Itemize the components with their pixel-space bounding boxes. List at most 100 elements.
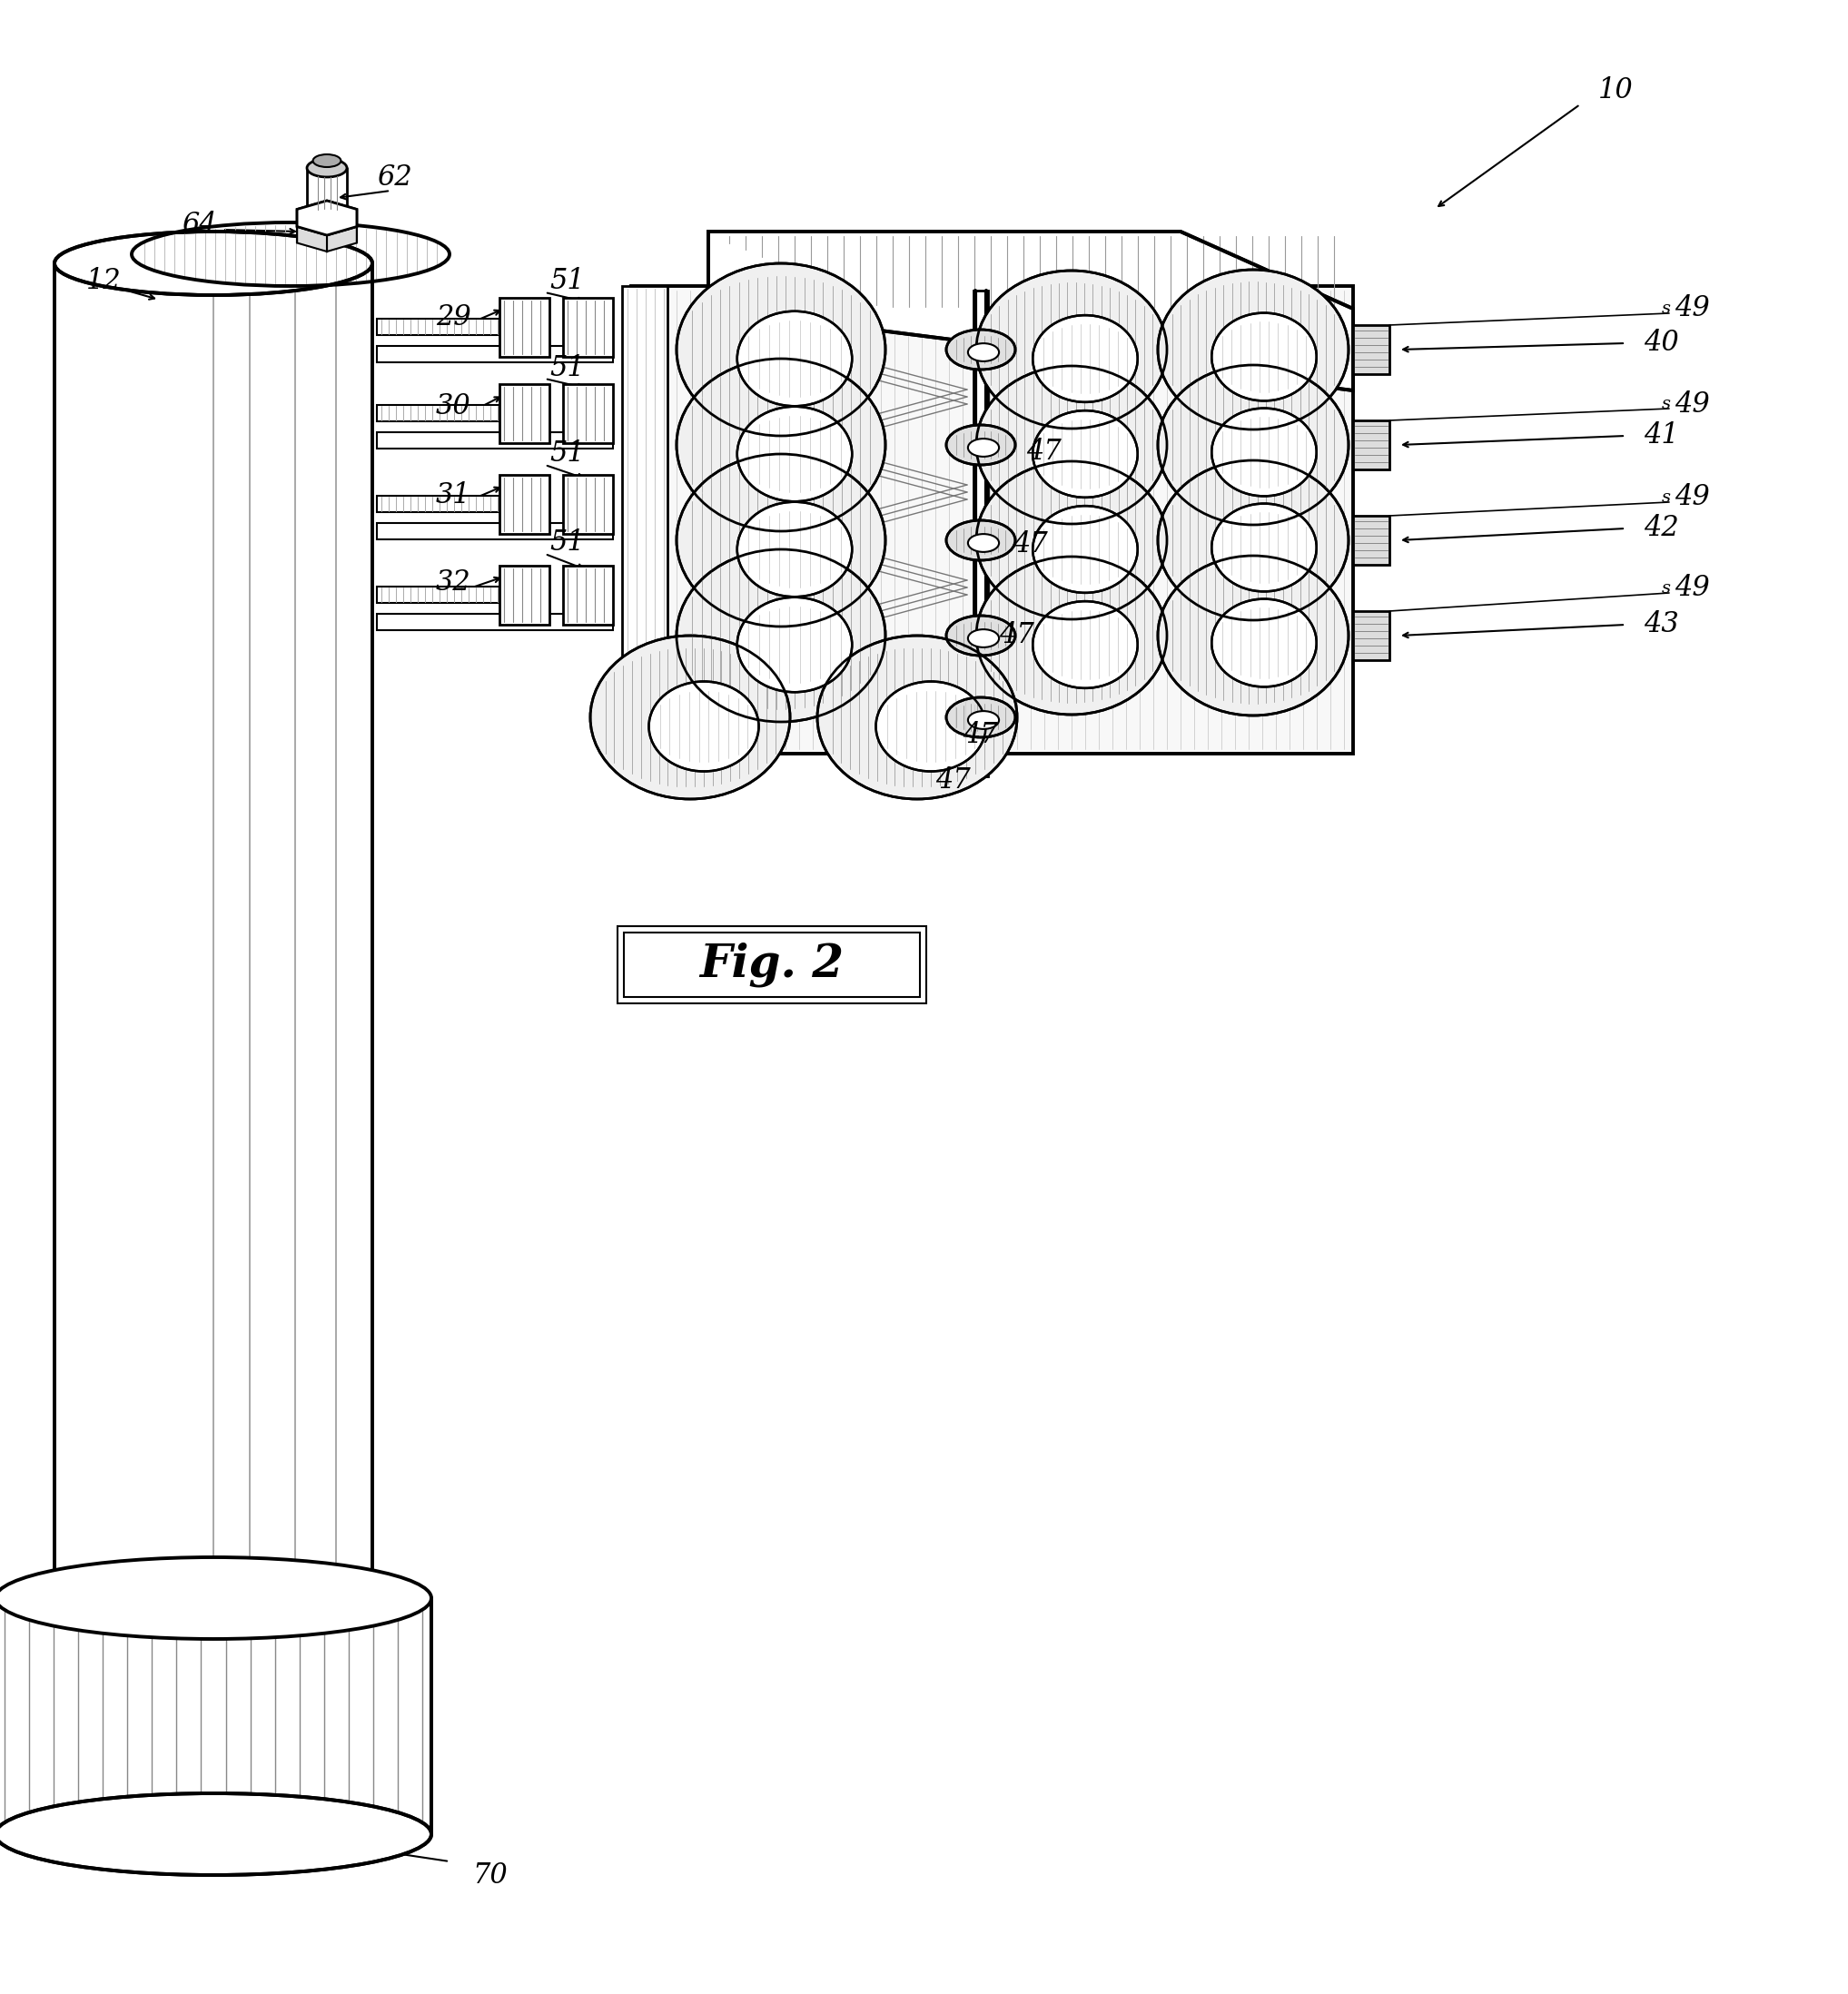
Polygon shape [377,345,614,363]
Ellipse shape [968,343,1000,361]
Text: 43: 43 [1643,610,1678,638]
Text: 31: 31 [436,481,471,508]
Ellipse shape [968,534,1000,552]
Polygon shape [377,586,499,602]
Polygon shape [377,405,499,421]
Text: 70: 70 [473,1860,508,1888]
Text: s: s [1661,301,1671,317]
Text: s: s [1661,580,1671,596]
Ellipse shape [968,712,1000,730]
Polygon shape [377,497,499,512]
Polygon shape [499,297,549,357]
Text: 41: 41 [1643,423,1678,451]
Polygon shape [632,285,1353,754]
Ellipse shape [1212,409,1316,497]
Text: 64: 64 [181,211,216,239]
Text: s: s [1661,489,1671,506]
Polygon shape [1353,610,1390,660]
Polygon shape [377,319,499,335]
Ellipse shape [1033,506,1138,592]
Ellipse shape [1033,315,1138,403]
Ellipse shape [1159,269,1349,429]
Ellipse shape [737,502,852,596]
Text: 32: 32 [436,568,471,596]
Ellipse shape [976,556,1166,714]
Text: 29: 29 [436,303,471,331]
Ellipse shape [946,425,1015,465]
Text: 49: 49 [1674,574,1709,602]
Ellipse shape [649,682,760,772]
Polygon shape [974,291,989,776]
Polygon shape [1353,325,1390,375]
Ellipse shape [676,263,885,437]
Polygon shape [499,475,549,534]
Ellipse shape [676,550,885,722]
Ellipse shape [54,1567,371,1629]
Ellipse shape [946,698,1015,738]
Polygon shape [499,385,549,443]
Ellipse shape [976,461,1166,620]
Ellipse shape [676,455,885,626]
Polygon shape [564,475,614,534]
Text: 12: 12 [87,267,122,295]
Polygon shape [708,231,1353,391]
Ellipse shape [590,636,791,800]
Text: 47: 47 [1000,622,1035,650]
Polygon shape [499,566,549,624]
Text: 30: 30 [436,393,471,421]
Ellipse shape [1159,365,1349,524]
Text: 42: 42 [1643,514,1678,542]
Ellipse shape [946,616,1015,656]
Polygon shape [298,227,327,251]
Text: 47: 47 [1026,437,1061,465]
Polygon shape [298,201,357,235]
Ellipse shape [1033,602,1138,688]
Text: 47: 47 [963,722,998,750]
Ellipse shape [976,367,1166,524]
Text: 51: 51 [549,267,584,295]
Ellipse shape [968,630,1000,648]
Ellipse shape [0,1793,431,1874]
Ellipse shape [976,271,1166,429]
Polygon shape [1353,421,1390,469]
Text: 51: 51 [549,528,584,556]
Text: 47: 47 [935,768,970,796]
Polygon shape [564,566,614,624]
Text: 62: 62 [377,164,412,191]
Polygon shape [1353,516,1390,564]
Ellipse shape [876,682,985,772]
Ellipse shape [737,598,852,692]
Ellipse shape [1212,313,1316,401]
Text: 51: 51 [549,441,584,469]
Text: 51: 51 [549,353,584,381]
Polygon shape [377,614,614,630]
Ellipse shape [968,439,1000,457]
Ellipse shape [946,520,1015,560]
Polygon shape [298,201,357,235]
Ellipse shape [946,329,1015,369]
Ellipse shape [1212,598,1316,686]
Ellipse shape [1212,504,1316,592]
Ellipse shape [817,636,1016,800]
Polygon shape [564,297,614,357]
Polygon shape [623,285,667,764]
Polygon shape [377,433,614,449]
Ellipse shape [1033,411,1138,497]
Polygon shape [0,1601,429,1830]
Text: 47: 47 [1013,530,1048,558]
Ellipse shape [737,311,852,407]
Ellipse shape [54,231,371,295]
Ellipse shape [312,154,340,167]
Polygon shape [564,385,614,443]
Polygon shape [327,227,357,251]
Text: Fig. 2: Fig. 2 [700,941,845,987]
Text: s: s [1661,397,1671,413]
Text: 10: 10 [1599,76,1634,106]
Ellipse shape [1159,461,1349,620]
Ellipse shape [0,1557,431,1639]
Text: 49: 49 [1674,391,1709,419]
Text: 40: 40 [1643,329,1678,357]
Ellipse shape [307,160,347,177]
Ellipse shape [307,209,347,227]
Text: 49: 49 [1674,483,1709,512]
